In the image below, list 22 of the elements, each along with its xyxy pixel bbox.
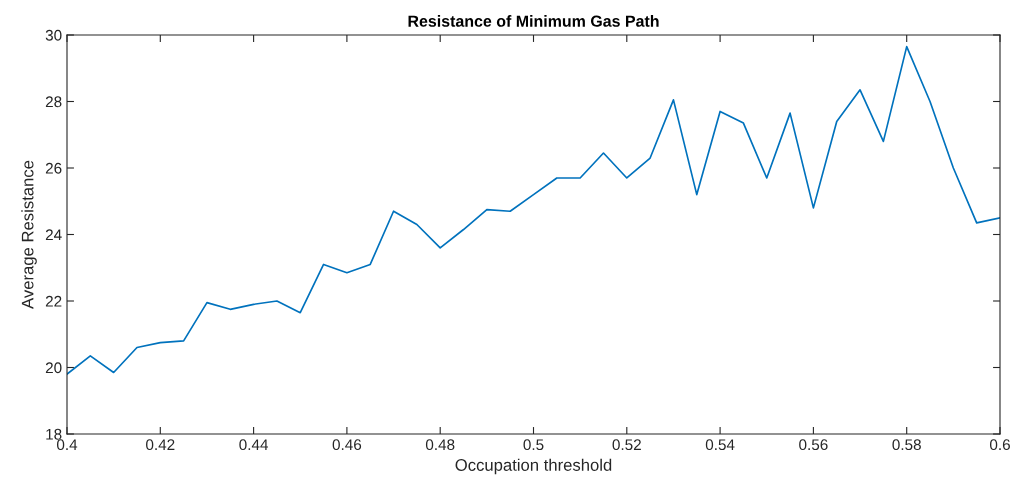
y-tick-label: 22 — [45, 295, 62, 307]
y-tick-label: 28 — [45, 96, 62, 108]
chart-title: Resistance of Minimum Gas Path — [408, 15, 659, 27]
x-tick-label: 0.42 — [146, 439, 175, 451]
x-tick-label: 0.6 — [989, 439, 1010, 451]
y-tick-label: 30 — [45, 29, 62, 41]
x-tick-label: 0.46 — [332, 439, 362, 451]
x-tick-label: 0.44 — [239, 439, 269, 451]
x-tick-label: 0.5 — [523, 439, 544, 451]
y-tick-label: 26 — [45, 162, 62, 174]
x-tick-label: 0.54 — [705, 439, 735, 451]
x-tick-label: 0.58 — [892, 439, 921, 451]
x-tick-label: 0.4 — [56, 439, 78, 451]
x-tick-label: 0.48 — [425, 439, 455, 451]
y-axis-title: Average Resistance — [21, 160, 37, 309]
x-tick-label: 0.56 — [799, 439, 828, 451]
x-axis-title: Occupation threshold — [455, 458, 612, 475]
y-tick-label: 18 — [46, 428, 62, 440]
y-tick-label: 24 — [45, 229, 62, 241]
line-series — [67, 45, 1000, 375]
x-tick-label: 0.52 — [612, 439, 641, 451]
y-tick-label: 20 — [45, 362, 62, 374]
